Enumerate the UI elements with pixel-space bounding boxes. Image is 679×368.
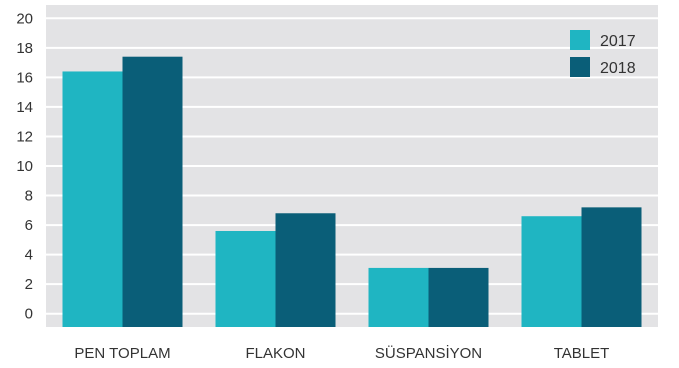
y-tick-label: 0 — [25, 306, 33, 323]
bar-2018-2 — [428, 267, 489, 327]
x-axis-categories: PEN TOPLAM FLAKON SÜSPANSİYON TABLET — [74, 344, 609, 362]
y-tick-label: 10 — [16, 158, 33, 175]
y-tick-label: 14 — [16, 99, 33, 116]
y-axis-ticks: 0 2 4 6 8 10 12 14 16 18 20 — [16, 10, 33, 322]
y-tick-label: 20 — [16, 10, 33, 27]
legend: 2017 2018 — [570, 30, 636, 77]
bar-2018-1 — [275, 213, 336, 327]
legend-swatch — [570, 57, 590, 77]
bar-2017-2 — [368, 267, 429, 327]
x-category-label: TABLET — [554, 345, 610, 362]
bar-2018-0 — [122, 56, 183, 328]
bars — [62, 56, 642, 328]
x-category-label: SÜSPANSİYON — [375, 344, 482, 362]
bar-2017-0 — [62, 71, 123, 327]
y-tick-label: 8 — [25, 188, 33, 205]
y-tick-label: 12 — [16, 128, 33, 145]
bar-2017-1 — [215, 230, 276, 327]
y-tick-label: 6 — [25, 217, 33, 234]
legend-label: 2018 — [600, 60, 636, 77]
y-tick-label: 4 — [25, 247, 33, 264]
legend-label: 2017 — [600, 33, 636, 50]
x-category-label: PEN TOPLAM — [74, 345, 170, 362]
y-tick-label: 2 — [25, 276, 33, 293]
x-category-label: FLAKON — [245, 345, 305, 362]
y-tick-label: 18 — [16, 40, 33, 57]
y-tick-label: 16 — [16, 69, 33, 86]
bar-2017-3 — [521, 216, 582, 327]
legend-swatch — [570, 30, 590, 50]
bar-2018-3 — [581, 207, 642, 327]
